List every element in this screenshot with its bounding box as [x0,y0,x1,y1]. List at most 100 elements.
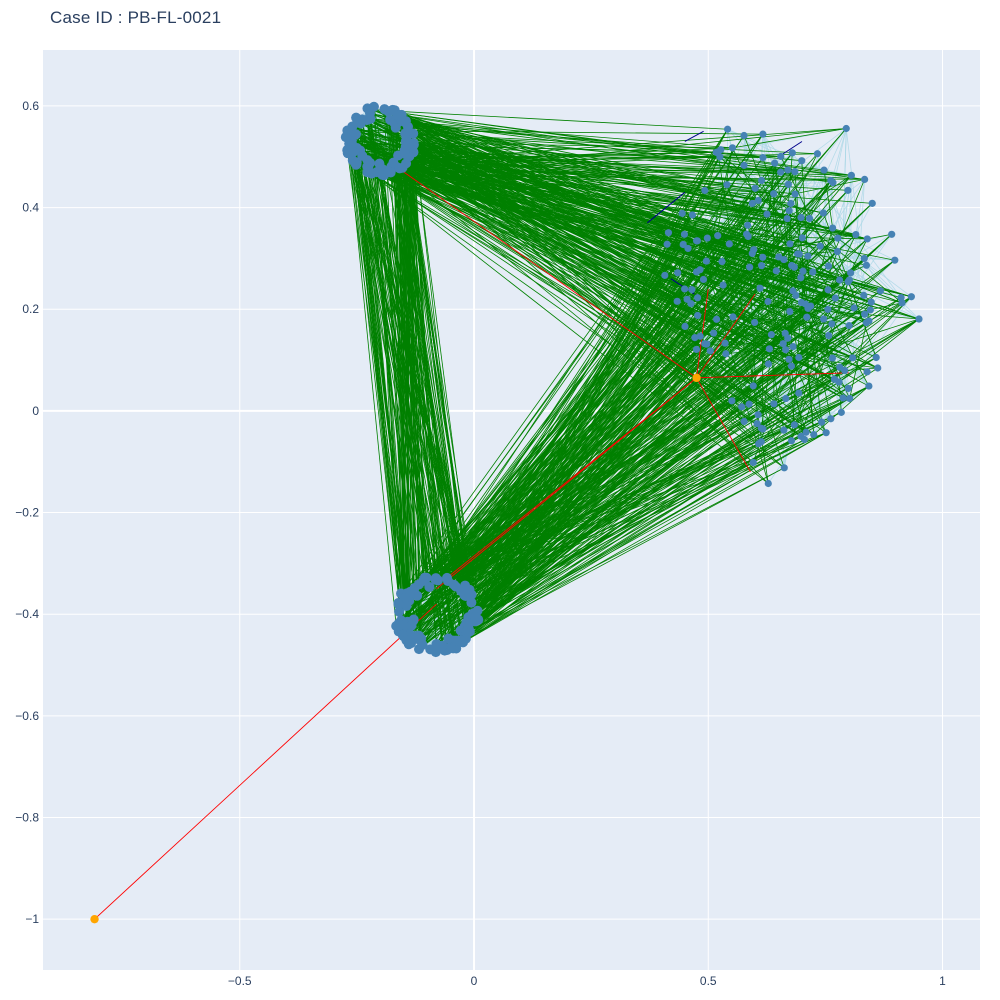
node-point[interactable] [758,262,766,270]
node-point[interactable] [749,382,757,390]
node-point[interactable] [694,311,702,320]
node-point[interactable] [721,339,729,347]
node-point[interactable] [824,262,833,270]
node-point[interactable] [387,104,398,115]
node-point[interactable] [664,229,673,237]
node-point[interactable] [786,240,794,248]
node-point[interactable] [867,298,875,306]
node-point[interactable] [744,232,752,241]
node-point[interactable] [839,394,847,402]
node-point[interactable] [419,574,430,585]
node-point[interactable] [845,322,853,330]
node-point[interactable] [785,355,793,363]
node-point[interactable] [740,417,748,426]
node-point[interactable] [414,644,425,655]
node-point[interactable] [379,170,390,181]
node-point[interactable] [680,230,689,238]
node-point[interactable] [684,244,692,253]
node-point[interactable] [835,378,843,386]
node-point[interactable] [770,400,778,408]
node-point[interactable] [674,269,682,277]
node-point[interactable] [844,278,852,286]
node-point[interactable] [791,190,799,198]
node-point[interactable] [448,643,459,654]
node-point[interactable] [400,128,411,139]
node-point[interactable] [723,181,731,189]
node-point[interactable] [443,633,454,644]
node-point[interactable] [799,267,807,275]
node-point[interactable] [805,214,814,223]
node-point[interactable] [787,199,795,208]
node-point[interactable] [862,261,871,269]
node-point[interactable] [782,394,790,403]
node-point[interactable] [795,389,803,397]
node-point[interactable] [679,240,687,249]
node-point[interactable] [777,152,785,161]
node-point[interactable] [816,242,824,250]
node-point[interactable] [702,257,710,265]
node-point[interactable] [688,211,697,219]
node-point[interactable] [802,428,810,436]
node-point[interactable] [898,299,906,307]
node-point[interactable] [876,287,884,295]
node-point[interactable] [915,315,923,323]
node-point[interactable] [772,267,780,275]
node-point[interactable] [759,253,767,261]
node-point[interactable] [357,150,368,161]
node-point[interactable] [712,315,721,323]
node-point[interactable] [863,368,871,376]
node-point[interactable] [784,180,792,188]
node-point[interactable] [764,297,772,306]
node-point[interactable] [756,284,764,292]
node-point[interactable] [861,175,869,183]
node-point[interactable] [764,360,772,368]
node-point[interactable] [432,575,443,586]
node-point[interactable] [847,269,855,277]
node-point[interactable] [754,196,762,205]
node-point[interactable] [365,108,376,119]
node-point[interactable] [780,464,788,472]
node-point[interactable] [744,221,752,229]
node-point[interactable] [728,397,736,405]
node-point[interactable] [783,215,791,223]
node-point[interactable] [831,294,839,302]
node-point[interactable] [820,166,828,174]
node-point[interactable] [712,148,720,156]
node-point[interactable] [401,158,412,169]
node-point[interactable] [718,257,726,266]
node-point[interactable] [844,384,852,393]
node-point[interactable] [800,435,808,444]
node-point[interactable] [804,252,812,260]
node-point[interactable] [846,394,854,403]
node-point[interactable] [681,322,689,330]
node-point[interactable] [462,625,473,636]
node-point[interactable] [865,382,873,390]
node-point[interactable] [860,254,868,263]
node-point[interactable] [907,293,915,301]
node-point[interactable] [784,334,792,342]
node-point[interactable] [753,420,761,428]
node-point[interactable] [763,210,771,218]
node-point[interactable] [785,207,793,215]
node-point[interactable] [789,287,797,295]
node-point[interactable] [692,345,701,354]
node-point[interactable] [754,411,762,419]
node-point[interactable] [757,176,766,185]
node-point[interactable] [813,150,822,158]
node-point[interactable] [759,425,767,433]
node-point[interactable] [406,620,417,631]
node-point[interactable] [822,429,830,437]
node-point[interactable] [764,479,772,488]
node-point[interactable] [835,276,844,284]
node-point[interactable] [701,186,709,195]
node-point[interactable] [803,313,811,321]
node-point[interactable] [738,403,746,411]
node-point[interactable] [683,295,691,303]
node-point[interactable] [810,430,818,439]
node-point[interactable] [723,125,732,133]
node-point[interactable] [824,286,832,294]
node-point[interactable] [424,581,435,592]
node-point[interactable] [340,132,351,143]
node-point[interactable] [466,597,477,608]
node-point[interactable] [820,315,828,323]
